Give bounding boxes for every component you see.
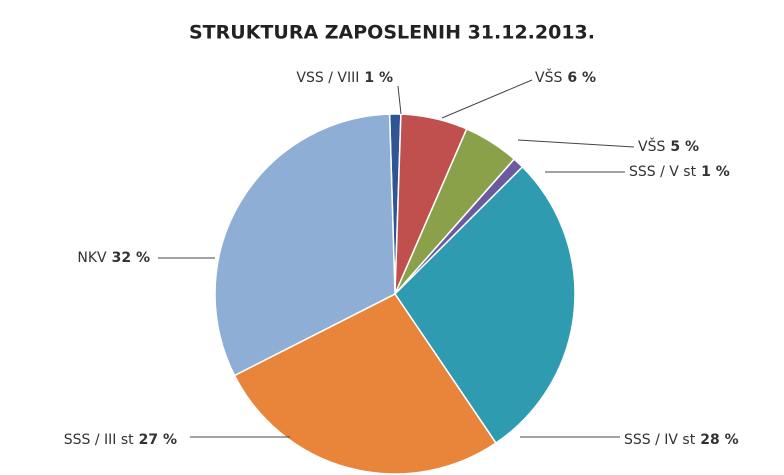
slice-value: 28 % xyxy=(700,432,738,448)
slice-label: VSS / VIII 1 % xyxy=(296,70,393,86)
leader-line xyxy=(397,85,402,115)
slice-label: VŠS 5 % xyxy=(638,137,699,155)
leader-line xyxy=(517,139,635,148)
slice-value: 1 % xyxy=(701,164,730,180)
slice-name: SSS / III st xyxy=(64,432,134,448)
leader-line xyxy=(441,79,533,119)
pie-slice xyxy=(394,165,576,445)
slice-name: NKV xyxy=(77,250,107,266)
slice-label: SSS / III st 27 % xyxy=(64,432,177,448)
slice-value: 32 % xyxy=(112,250,150,266)
slice-label: SSS / IV st 28 % xyxy=(624,432,739,448)
slice-label: VŠS 6 % xyxy=(535,68,596,86)
pie-slice xyxy=(214,113,396,377)
slice-label: SSS / V st 1 % xyxy=(629,164,730,180)
slice-value: 6 % xyxy=(567,70,596,86)
pie-slice xyxy=(233,293,498,475)
slice-name: VŠS xyxy=(535,68,562,86)
slice-name: SSS / IV st xyxy=(624,432,696,448)
chart-title: STRUKTURA ZAPOSLENIH 31.12.2013. xyxy=(189,22,595,44)
slice-value: 5 % xyxy=(670,139,699,155)
slice-name: VŠS xyxy=(638,137,665,155)
slice-name: VSS / VIII xyxy=(296,70,359,86)
slice-value: 27 % xyxy=(139,432,177,448)
slice-value: 1 % xyxy=(364,70,393,86)
slice-label: NKV 32 % xyxy=(77,250,150,266)
slice-name: SSS / V st xyxy=(629,164,697,180)
